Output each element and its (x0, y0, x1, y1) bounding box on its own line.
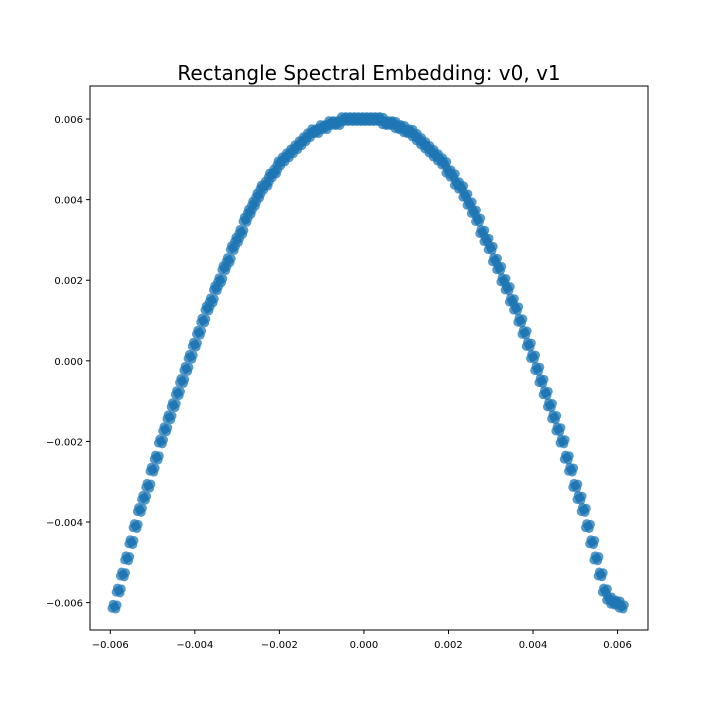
scatter-point (590, 551, 600, 561)
scatter-point (594, 567, 604, 577)
scatter-point (468, 204, 478, 214)
scatter-point (189, 337, 199, 347)
scatter-point (552, 422, 562, 432)
scatter-point (146, 462, 156, 472)
scatter-point (151, 450, 161, 460)
y-tick-label: −0.004 (46, 518, 83, 529)
scatter-point (501, 281, 511, 291)
scatter-point (117, 567, 127, 577)
scatter-point (518, 325, 528, 335)
y-tick-label: 0.006 (54, 115, 83, 126)
scatter-point (544, 398, 554, 408)
scatter-point (112, 583, 122, 593)
scatter-point (180, 361, 190, 371)
x-axis-ticks: −0.006 −0.004 −0.002 0.000 0.002 0.004 0.006 (92, 630, 632, 651)
scatter-point (548, 410, 558, 420)
x-tick-label: −0.006 (92, 640, 129, 651)
chart-title: Rectangle Spectral Embedding: v0, v1 (177, 61, 560, 85)
scatter-point (599, 583, 609, 593)
scatter-point (134, 502, 144, 512)
scatter-point (480, 233, 490, 243)
scatter-point (527, 349, 537, 359)
scatter-point (459, 188, 469, 198)
scatter-point (172, 386, 182, 396)
scatter-point (569, 478, 579, 488)
y-tick-label: −0.002 (46, 437, 83, 448)
scatter-point (197, 313, 207, 323)
scatter-point (214, 273, 224, 283)
scatter-point (155, 434, 165, 444)
y-tick-label: −0.006 (46, 599, 83, 610)
scatter-point (125, 535, 135, 545)
scatter-point (167, 398, 177, 408)
scatter-point (616, 599, 626, 609)
scatter-point (523, 337, 533, 347)
x-tick-label: 0.000 (350, 640, 379, 651)
scatter-point (163, 410, 173, 420)
x-tick-label: 0.004 (519, 640, 548, 651)
scatter-point (159, 422, 169, 432)
scatter-point (184, 349, 194, 359)
scatter-point (556, 434, 566, 444)
scatter-point (493, 261, 503, 271)
y-tick-label: 0.000 (54, 357, 83, 368)
scatter-point (565, 462, 575, 472)
scatter-point (484, 241, 494, 251)
plot-frame (89, 85, 649, 631)
y-tick-label: 0.002 (54, 276, 83, 287)
scatter-point (586, 535, 596, 545)
scatter-point (142, 478, 152, 488)
scatter-point (472, 212, 482, 222)
scatter-point (539, 386, 549, 396)
scatter-point (176, 374, 186, 384)
scatter-point (463, 196, 473, 206)
scatter-point (193, 325, 203, 335)
scatter-point (108, 599, 118, 609)
scatter-point (129, 519, 139, 529)
scatter-point (455, 180, 465, 190)
scatter-point (222, 253, 232, 263)
x-tick-label: −0.004 (176, 640, 213, 651)
scatter-point (510, 301, 520, 311)
scatter-point (531, 361, 541, 371)
x-tick-label: −0.002 (261, 640, 298, 651)
scatter-point (514, 313, 524, 323)
y-axis-ticks: −0.006 −0.004 −0.002 0.000 0.002 0.004 0.006 (46, 115, 90, 610)
scatter-point (561, 450, 571, 460)
scatter-points (107, 112, 629, 614)
scatter-point (535, 374, 545, 384)
scatter-point (121, 551, 131, 561)
scatter-point (582, 519, 592, 529)
scatter-point (205, 293, 215, 303)
scatter-point (438, 156, 448, 166)
scatter-point (577, 502, 587, 512)
x-tick-label: 0.002 (434, 640, 463, 651)
x-tick-label: 0.006 (603, 640, 632, 651)
scatter-point (573, 490, 583, 500)
y-tick-label: 0.004 (54, 196, 83, 207)
scatter-point (476, 224, 486, 234)
scatter-point (497, 273, 507, 283)
scatter-point (138, 490, 148, 500)
scatter-point (446, 168, 456, 178)
scatter-point (506, 293, 516, 303)
scatter-point (489, 253, 499, 263)
scatter-point (235, 224, 245, 234)
